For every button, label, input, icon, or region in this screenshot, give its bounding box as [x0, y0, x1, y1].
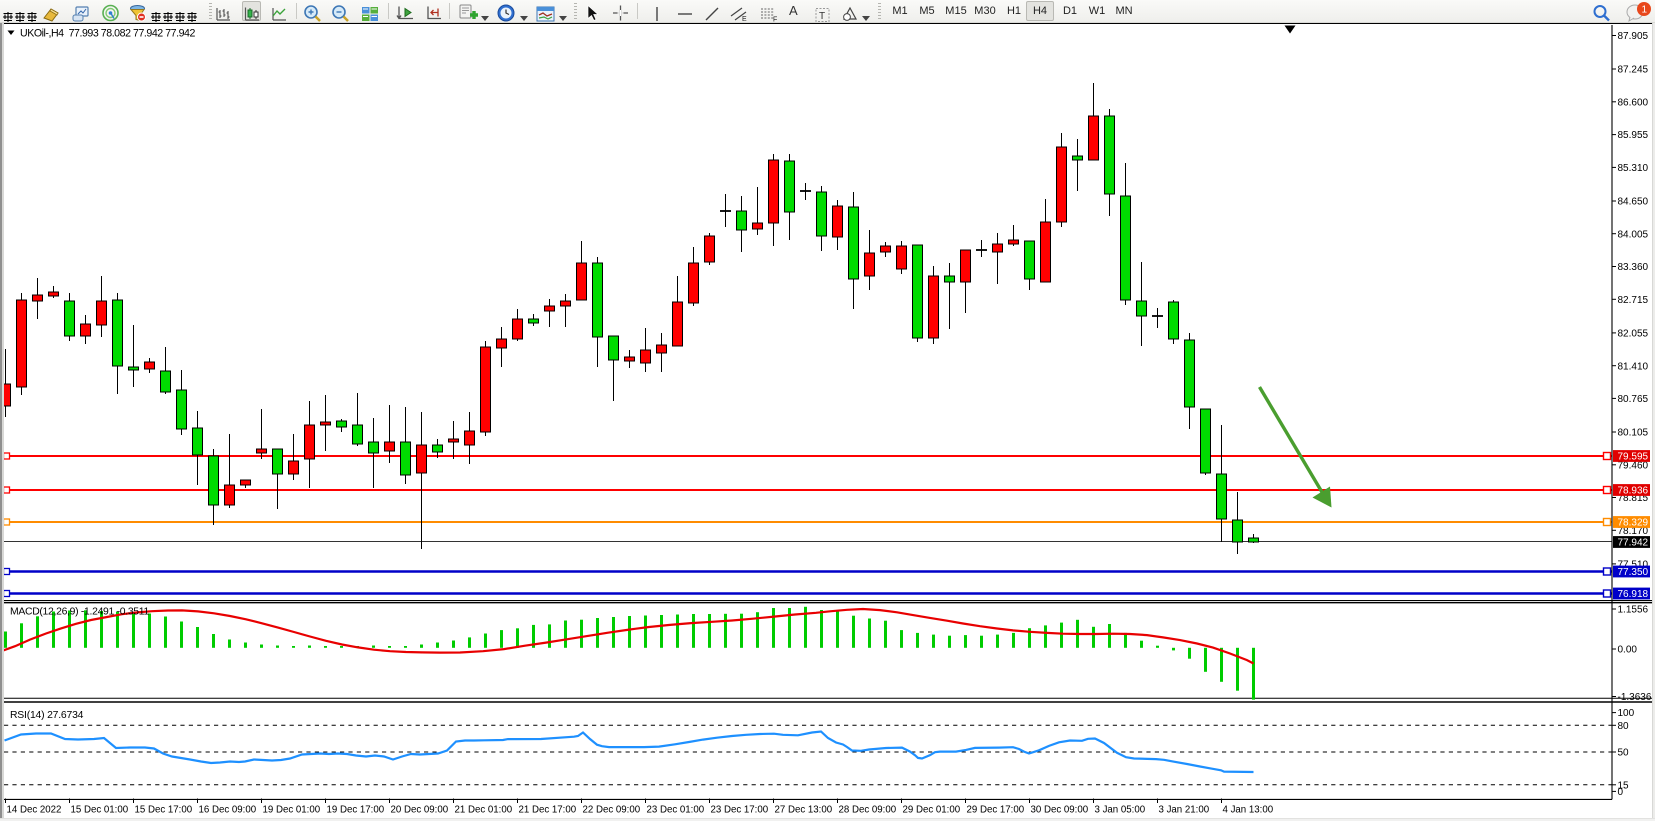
svg-text:UKOil-,H4 77.993 78.082 77.94: UKOil-,H4 77.993 78.082 77.942 77.942 [20, 28, 195, 40]
svg-text:87.905: 87.905 [1618, 31, 1649, 42]
svg-text:28 Dec 09:00: 28 Dec 09:00 [839, 805, 897, 816]
svg-text:23 Dec 17:00: 23 Dec 17:00 [711, 805, 769, 816]
svg-text:78.936: 78.936 [1618, 486, 1649, 497]
svg-text:-1.3636: -1.3636 [1618, 692, 1652, 703]
svg-text:78.170: 78.170 [1618, 526, 1649, 537]
svg-text:1: 1 [1642, 5, 1648, 16]
svg-text:82.055: 82.055 [1618, 329, 1649, 340]
svg-text:0.00: 0.00 [1618, 645, 1638, 656]
svg-text:21 Dec 17:00: 21 Dec 17:00 [519, 805, 577, 816]
svg-text:79.460: 79.460 [1618, 460, 1649, 471]
svg-text:27 Dec 13:00: 27 Dec 13:00 [775, 805, 833, 816]
svg-text:77.350: 77.350 [1618, 567, 1649, 578]
svg-text:19 Dec 01:00: 19 Dec 01:00 [263, 805, 321, 816]
svg-text:21 Dec 01:00: 21 Dec 01:00 [455, 805, 513, 816]
svg-text:19 Dec 17:00: 19 Dec 17:00 [327, 805, 385, 816]
svg-text:76.918: 76.918 [1618, 589, 1649, 600]
svg-text:0: 0 [1618, 787, 1624, 798]
svg-text:23 Dec 01:00: 23 Dec 01:00 [647, 805, 705, 816]
svg-text:30 Dec 09:00: 30 Dec 09:00 [1031, 805, 1089, 816]
svg-text:78.815: 78.815 [1618, 493, 1649, 504]
svg-text:22 Dec 09:00: 22 Dec 09:00 [583, 805, 641, 816]
svg-text:MACD(12,26,9) -1.2491 -0.3511: MACD(12,26,9) -1.2491 -0.3511 [10, 607, 149, 618]
svg-text:3 Jan 05:00: 3 Jan 05:00 [1095, 805, 1146, 816]
svg-text:50: 50 [1618, 748, 1630, 759]
svg-text:80: 80 [1618, 721, 1630, 732]
svg-text:F: F [773, 17, 777, 24]
svg-text:1.1556: 1.1556 [1618, 605, 1649, 616]
svg-text:87.245: 87.245 [1618, 65, 1649, 76]
svg-text:83.360: 83.360 [1618, 262, 1649, 273]
svg-text:4 Jan 13:00: 4 Jan 13:00 [1223, 805, 1274, 816]
svg-text:RSI(14) 27.6734: RSI(14) 27.6734 [10, 710, 84, 721]
svg-text:85.310: 85.310 [1618, 163, 1649, 174]
svg-text:14 Dec 2022: 14 Dec 2022 [7, 805, 62, 816]
svg-text:100: 100 [1618, 708, 1635, 719]
svg-text:84.005: 84.005 [1618, 229, 1649, 240]
svg-text:78.329: 78.329 [1618, 518, 1649, 529]
svg-text:15: 15 [1618, 780, 1630, 791]
svg-text:79.595: 79.595 [1618, 452, 1649, 463]
svg-text:15 Dec 17:00: 15 Dec 17:00 [135, 805, 193, 816]
svg-text:85.955: 85.955 [1618, 130, 1649, 141]
svg-text:T: T [819, 11, 825, 22]
svg-text:16 Dec 09:00: 16 Dec 09:00 [199, 805, 257, 816]
svg-text:77.942: 77.942 [1618, 538, 1649, 549]
svg-text:29 Dec 01:00: 29 Dec 01:00 [903, 805, 961, 816]
svg-text:81.410: 81.410 [1618, 361, 1649, 372]
svg-text:77.510: 77.510 [1618, 560, 1649, 571]
svg-text:3 Jan 21:00: 3 Jan 21:00 [1159, 805, 1210, 816]
svg-text:29 Dec 17:00: 29 Dec 17:00 [967, 805, 1025, 816]
svg-text:15 Dec 01:00: 15 Dec 01:00 [71, 805, 129, 816]
svg-text:80.105: 80.105 [1618, 428, 1649, 439]
svg-text:20 Dec 09:00: 20 Dec 09:00 [391, 805, 449, 816]
svg-text:82.715: 82.715 [1618, 295, 1649, 306]
svg-text:80.765: 80.765 [1618, 394, 1649, 405]
svg-text:86.600: 86.600 [1618, 97, 1649, 108]
svg-text:E: E [742, 16, 747, 23]
svg-text:84.650: 84.650 [1618, 197, 1649, 208]
